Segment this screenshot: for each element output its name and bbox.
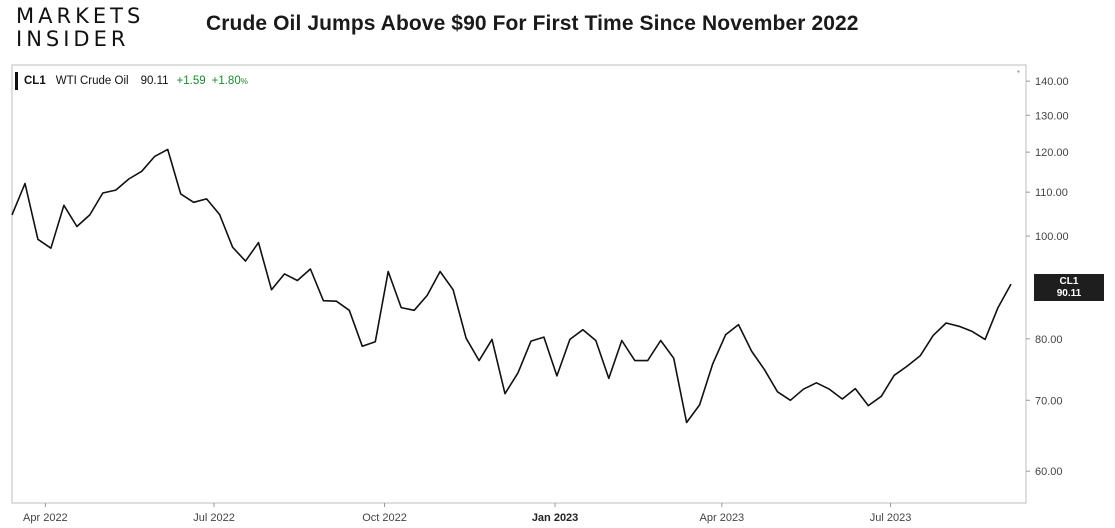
price-tag-symbol: CL1 [1059, 276, 1079, 287]
logo-line-2: INSIDER [16, 27, 130, 51]
x-tick-label: Oct 2022 [362, 512, 407, 524]
legend-series-marker [15, 72, 18, 90]
plot-corner-mark: ▪ [1017, 67, 1020, 76]
markets-insider-logo: MARKETS INSIDER [16, 5, 166, 51]
x-tick-label: Jul 2023 [870, 512, 912, 524]
y-tick-label: 140.00 [1035, 76, 1069, 88]
chart-legend: CL1 WTI Crude Oil 90.11 +1.59 +1.80% [15, 69, 262, 93]
legend-change-pct: +1.80% [212, 75, 248, 87]
y-tick-label: 60.00 [1035, 466, 1063, 478]
legend-last-price: 90.11 [140, 75, 169, 87]
last-price-tag: CL1 90.11 [1034, 274, 1104, 301]
y-tick-label: 70.00 [1035, 395, 1063, 407]
legend-symbol: CL1 [24, 75, 46, 87]
y-tick-label: 120.00 [1035, 147, 1069, 159]
y-axis: 140.00 130.00 120.00 110.00 100.00 80.00 70.00… [1026, 76, 1069, 478]
x-tick-label: Jul 2022 [193, 512, 235, 524]
plot-frame [11, 64, 1027, 504]
x-tick-label: Jan 2023 [532, 512, 578, 524]
legend-name: WTI Crude Oil [55, 75, 129, 87]
logo-line-1: MARKETS [16, 4, 145, 28]
y-tick-label: 100.00 [1035, 231, 1069, 243]
legend-change-pct-value: +1.80 [211, 75, 241, 87]
y-tick-label: 130.00 [1035, 110, 1069, 122]
y-tick-label: 110.00 [1035, 187, 1068, 199]
x-axis: Apr 2022 Jul 2022 Oct 2022 Jan 2023 Apr 2023… [23, 503, 911, 524]
x-tick-label: Apr 2023 [700, 512, 745, 524]
chart-headline: Crude Oil Jumps Above $90 For First Time… [206, 12, 859, 35]
legend-change: +1.59 [176, 75, 206, 87]
series-line-wti-crude-oil [11, 148, 1012, 424]
legend-pct-sign: % [240, 77, 248, 86]
x-tick-label: Apr 2022 [23, 512, 68, 524]
price-tag-value: 90.11 [1056, 288, 1082, 299]
y-tick-label: 80.00 [1035, 334, 1063, 346]
